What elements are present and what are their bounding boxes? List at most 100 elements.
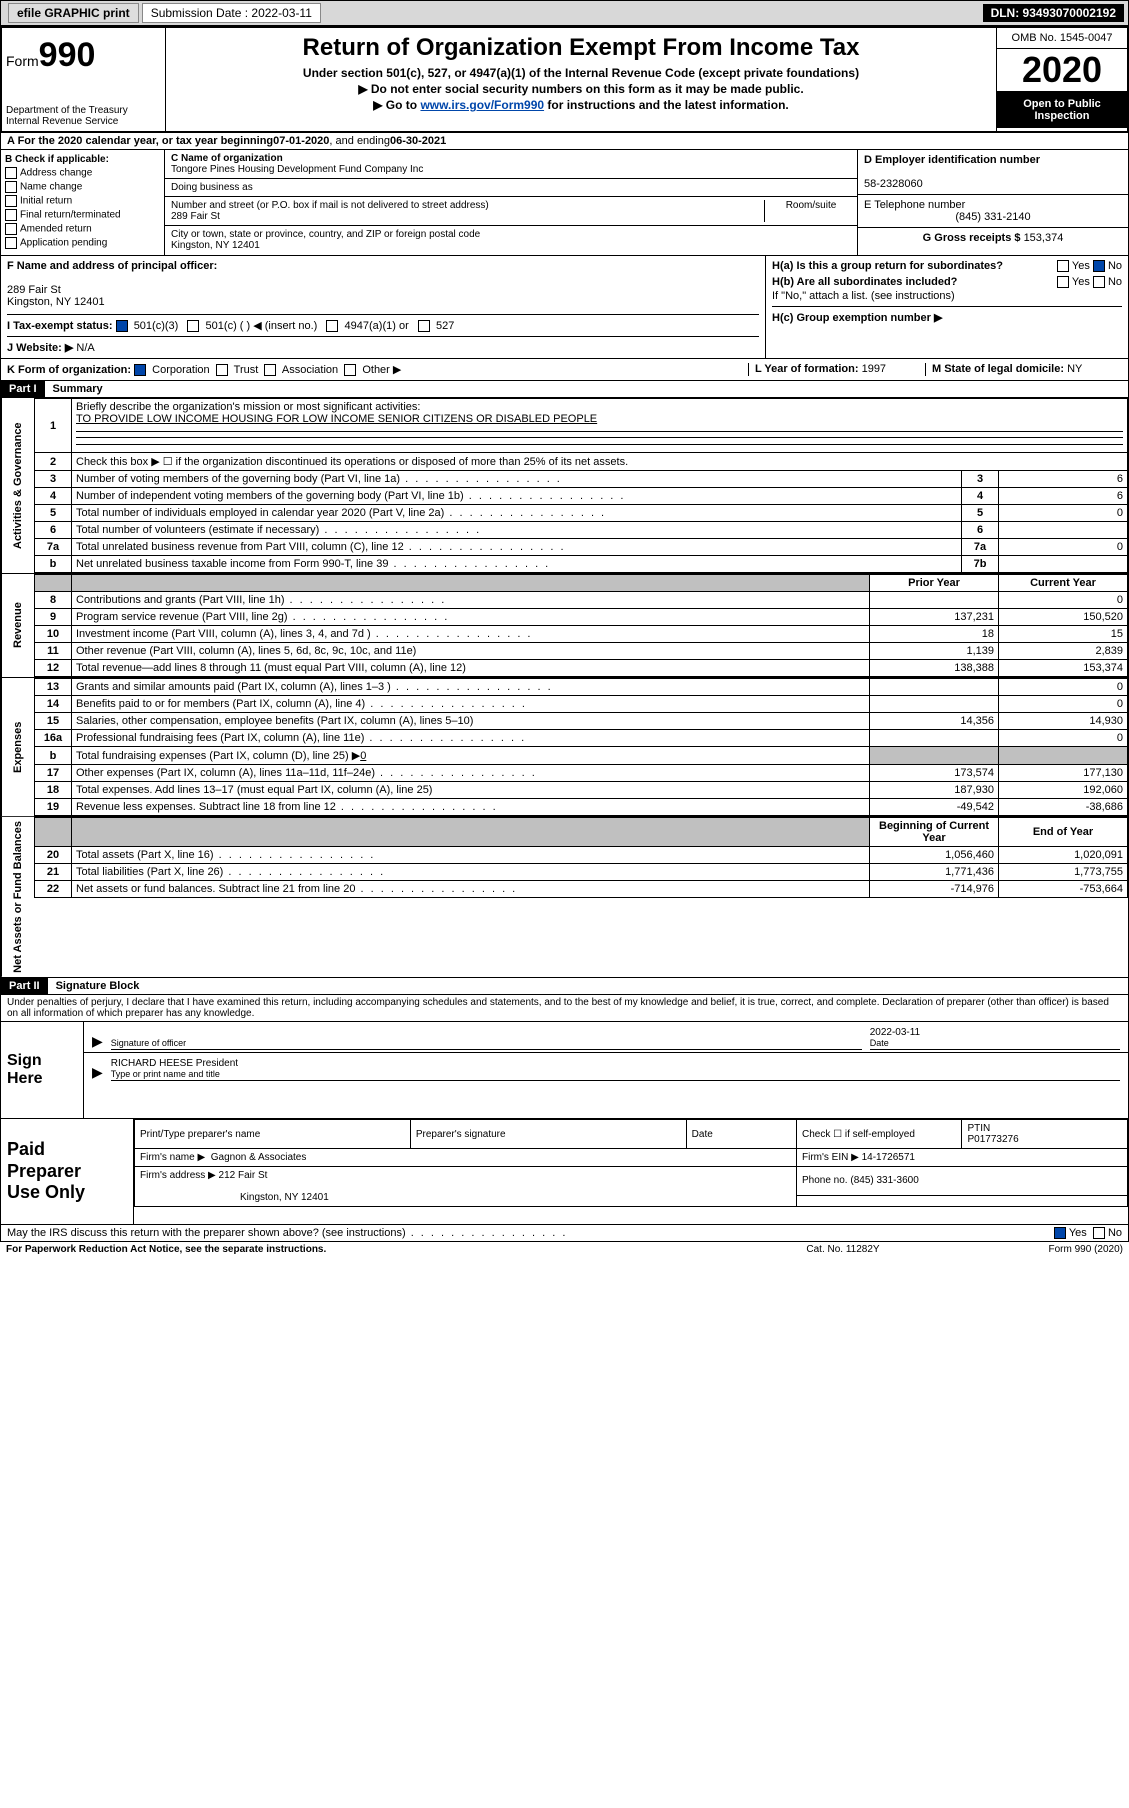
hb-no[interactable] <box>1093 276 1105 288</box>
discuss-label: May the IRS discuss this return with the… <box>7 1227 567 1239</box>
val-l12c: 153,374 <box>999 660 1128 677</box>
section-activities: Activities & Governance 1 Briefly descri… <box>0 398 1129 574</box>
chk-name-change[interactable]: Name change <box>20 182 82 193</box>
ha-yes[interactable] <box>1057 260 1069 272</box>
val-l6 <box>999 522 1128 539</box>
chk-final-return[interactable]: Final return/terminated <box>20 210 121 221</box>
col-eoy: End of Year <box>999 818 1128 847</box>
sig-date: 2022-03-11 <box>870 1027 920 1038</box>
val-l13c: 0 <box>999 679 1128 696</box>
form-number: 990 <box>39 36 96 74</box>
chk-501c[interactable] <box>187 320 199 332</box>
ein-label: D Employer identification number <box>864 154 1040 166</box>
chk-527[interactable] <box>418 320 430 332</box>
dba-label: Doing business as <box>171 182 851 193</box>
col-b-header: B Check if applicable: <box>5 154 109 165</box>
k-other[interactable] <box>344 364 356 376</box>
val-l7a: 0 <box>999 539 1128 556</box>
val-l18c: 192,060 <box>999 782 1128 799</box>
vtab-activities: Activities & Governance <box>1 398 34 573</box>
website-value: N/A <box>76 342 94 354</box>
top-toolbar: efile GRAPHIC print Submission Date : 20… <box>0 0 1129 26</box>
chk-amended-return[interactable]: Amended return <box>20 224 92 235</box>
firm-addr: 212 Fair St <box>219 1170 268 1181</box>
discuss-yes[interactable] <box>1054 1227 1066 1239</box>
pra-notice: For Paperwork Reduction Act Notice, see … <box>6 1244 743 1255</box>
section-expenses: Expenses 13Grants and similar amounts pa… <box>0 678 1129 817</box>
discuss-row: May the IRS discuss this return with the… <box>0 1225 1129 1242</box>
dln-label: DLN: 93493070002192 <box>983 4 1124 22</box>
i-label: I Tax-exempt status: <box>7 320 113 332</box>
chk-address-change[interactable]: Address change <box>20 168 92 179</box>
hb-yes[interactable] <box>1057 276 1069 288</box>
form-subtitle-2: ▶ Do not enter social security numbers o… <box>170 82 992 96</box>
preparer-section: PaidPreparerUse Only Print/Type preparer… <box>0 1119 1129 1225</box>
val-l20c: 1,020,091 <box>999 847 1128 864</box>
k-corporation[interactable] <box>134 364 146 376</box>
arrow-icon: ▶ <box>92 1033 103 1050</box>
table-net-assets: Beginning of Current YearEnd of Year 20T… <box>34 817 1128 898</box>
val-l12p: 138,388 <box>870 660 999 677</box>
val-l10p: 18 <box>870 626 999 643</box>
f-label: F Name and address of principal officer: <box>7 260 217 272</box>
row-klm: K Form of organization: Corporation Trus… <box>0 359 1129 381</box>
self-employed[interactable]: Check ☐ if self-employed <box>796 1120 961 1149</box>
discuss-no[interactable] <box>1093 1227 1105 1239</box>
hb-note: If "No," attach a list. (see instruction… <box>772 290 1122 302</box>
val-l16b: 0 <box>360 750 366 762</box>
firm-city: Kingston, NY 12401 <box>240 1192 329 1203</box>
col-prior: Prior Year <box>870 575 999 592</box>
val-l19c: -38,686 <box>999 799 1128 816</box>
ha-no[interactable] <box>1093 260 1105 272</box>
k-label: K Form of organization: <box>7 364 131 376</box>
cat-no: Cat. No. 11282Y <box>743 1244 943 1255</box>
val-l14c: 0 <box>999 696 1128 713</box>
perjury-statement: Under penalties of perjury, I declare th… <box>0 995 1129 1022</box>
sig-officer-label: Signature of officer <box>111 1038 186 1048</box>
val-l21c: 1,773,755 <box>999 864 1128 881</box>
arrow-icon: ▶ <box>92 1064 103 1081</box>
k-association[interactable] <box>264 364 276 376</box>
officer-name-title: RICHARD HEESE President <box>111 1058 238 1069</box>
form-header: Form990 Department of the Treasury Inter… <box>0 26 1129 133</box>
val-l20p: 1,056,460 <box>870 847 999 864</box>
sign-here-section: Sign Here ▶ Signature of officer 2022-03… <box>0 1022 1129 1119</box>
sign-here-label: Sign Here <box>1 1022 84 1118</box>
chk-application-pending[interactable]: Application pending <box>20 238 107 249</box>
chk-initial-return[interactable]: Initial return <box>20 196 72 207</box>
preparer-table: Print/Type preparer's name Preparer's si… <box>134 1119 1128 1207</box>
irs-link[interactable]: www.irs.gov/Form990 <box>420 98 544 112</box>
k-trust[interactable] <box>216 364 228 376</box>
col-current: Current Year <box>999 575 1128 592</box>
val-l11c: 2,839 <box>999 643 1128 660</box>
form-footer: Form 990 (2020) <box>943 1244 1123 1255</box>
val-l17p: 173,574 <box>870 765 999 782</box>
line-2: Check this box ▶ ☐ if the organization d… <box>72 453 1128 471</box>
ein-value: 58-2328060 <box>864 178 923 190</box>
val-l18p: 187,930 <box>870 782 999 799</box>
prep-date-label: Date <box>686 1120 796 1149</box>
tel-value: (845) 331-2140 <box>864 211 1122 223</box>
addr-label: Number and street (or P.O. box if mail i… <box>171 200 758 211</box>
vtab-net-assets: Net Assets or Fund Balances <box>1 817 34 977</box>
firm-name: Gagnon & Associates <box>211 1152 307 1163</box>
block-fhij: F Name and address of principal officer:… <box>0 256 1129 359</box>
chk-4947[interactable] <box>326 320 338 332</box>
chk-501c3[interactable] <box>116 320 128 332</box>
val-l9c: 150,520 <box>999 609 1128 626</box>
efile-print-button[interactable]: efile GRAPHIC print <box>8 3 139 23</box>
open-public-badge: Open to Public Inspection <box>997 92 1127 128</box>
tel-label: E Telephone number <box>864 199 965 211</box>
firm-phone: (845) 331-3600 <box>850 1175 918 1186</box>
val-l15p: 14,356 <box>870 713 999 730</box>
table-revenue: Prior YearCurrent Year 8Contributions an… <box>34 574 1128 677</box>
section-revenue: Revenue Prior YearCurrent Year 8Contribu… <box>0 574 1129 678</box>
table-activities: 1 Briefly describe the organization's mi… <box>34 398 1128 573</box>
state-domicile: NY <box>1067 363 1082 375</box>
block-bcde: B Check if applicable: Address change Na… <box>0 150 1129 256</box>
c-name-label: C Name of organization <box>171 153 851 164</box>
print-name-label: Print/Type preparer's name <box>135 1120 411 1149</box>
val-l15c: 14,930 <box>999 713 1128 730</box>
val-l22p: -714,976 <box>870 881 999 898</box>
f-addr2: Kingston, NY 12401 <box>7 296 105 308</box>
